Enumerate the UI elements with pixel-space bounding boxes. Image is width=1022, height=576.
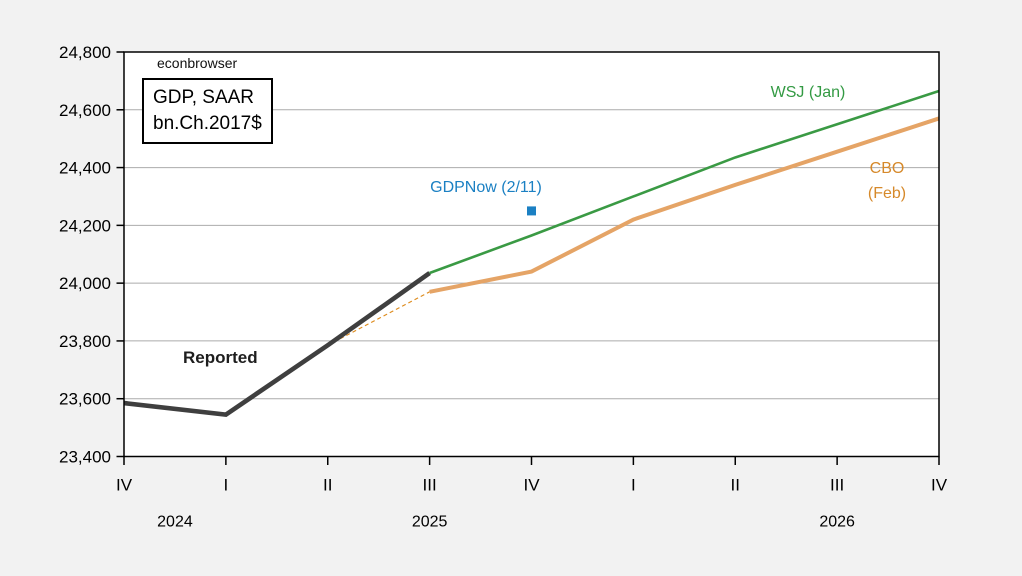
year-label: 2024 — [157, 514, 193, 531]
wsj-line — [429, 89, 940, 275]
wsj-series-label: WSJ (Jan) — [770, 84, 846, 101]
chart-title-line2: bn.Ch.2017$ — [153, 113, 262, 134]
y-tick-label: 24,800 — [59, 43, 111, 62]
x-tick-label: IV — [116, 476, 133, 495]
y-tick-label: 23,400 — [59, 448, 111, 467]
gdpnow-point — [527, 206, 536, 216]
cbo-series-label-line2: (Feb) — [867, 185, 907, 202]
y-tick-label: 24,400 — [59, 159, 111, 178]
x-tick-label: II — [731, 476, 740, 495]
y-tick-label: 24,200 — [59, 216, 111, 235]
x-tick-label: III — [830, 476, 844, 495]
reported-line — [123, 271, 431, 417]
cbo-line — [429, 116, 940, 294]
chart-title-box: GDP, SAAR bn.Ch.2017$ — [142, 78, 273, 144]
year-label: 2026 — [819, 514, 855, 531]
x-tick-label: II — [323, 476, 332, 495]
cbo-series-label: CBO (Feb) — [851, 156, 923, 206]
x-tick-label: IV — [931, 476, 948, 495]
y-tick-label: 24,600 — [59, 101, 111, 120]
y-tick-label: 23,800 — [59, 332, 111, 351]
x-tick-label: III — [423, 476, 437, 495]
econbrowser-watermark: econbrowser — [157, 55, 238, 71]
x-tick-label: I — [224, 476, 229, 495]
reported-series-label: Reported — [183, 348, 258, 367]
cbo-series-label-line1: CBO — [869, 160, 905, 177]
cbo-dashed-leadin-line — [327, 291, 430, 346]
y-tick-label: 23,600 — [59, 390, 111, 409]
year-label: 2025 — [412, 514, 448, 531]
chart-title-line1: GDP, SAAR — [153, 87, 255, 108]
x-tick-label: I — [631, 476, 636, 495]
gdpnow-series-label: GDPNow (2/11) — [430, 179, 542, 196]
x-tick-label: IV — [523, 476, 540, 495]
y-tick-label: 24,000 — [59, 274, 111, 293]
